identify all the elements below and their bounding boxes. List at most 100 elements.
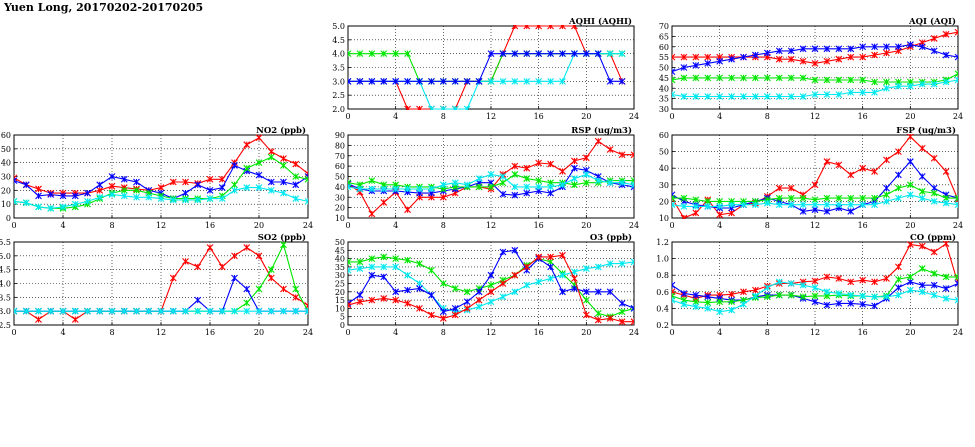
x-tick-label: 8 bbox=[109, 221, 114, 230]
x-tick-label: 16 bbox=[534, 112, 544, 121]
y-tick-label: 50 bbox=[335, 238, 345, 247]
data-point-green bbox=[595, 310, 601, 316]
x-tick-label: 20 bbox=[905, 328, 915, 337]
series-blue bbox=[345, 165, 637, 198]
x-tick-label: 4 bbox=[717, 112, 722, 121]
x-tick-label: 24 bbox=[953, 328, 963, 337]
series-red bbox=[669, 241, 961, 302]
y-tick-label: 40 bbox=[335, 255, 345, 264]
data-point-red bbox=[919, 145, 925, 151]
data-point-red bbox=[219, 264, 225, 270]
data-point-red bbox=[943, 169, 949, 175]
data-point-cyan bbox=[741, 301, 747, 307]
y-tick-label: 1.0 bbox=[656, 255, 669, 264]
chart-so2: SO2 (ppb)2.53.03.54.04.55.05.50 4 8 12 16 20 2… bbox=[0, 232, 325, 344]
data-point-green bbox=[256, 286, 262, 292]
chart-aqi: AQI (AQI)3035404550556065700 4 8 12 16 20 24 bbox=[630, 12, 975, 128]
x-tick-label: 16 bbox=[534, 221, 544, 230]
data-point-green bbox=[428, 267, 434, 273]
y-tick-label: 35 bbox=[659, 95, 669, 104]
y-tick-label: 65 bbox=[659, 32, 669, 41]
data-point-red bbox=[405, 207, 411, 213]
x-tick-label: 20 bbox=[581, 328, 591, 337]
x-tick-label: 4 bbox=[393, 221, 398, 230]
data-point-red bbox=[583, 312, 589, 318]
y-tick-label: 0.4 bbox=[656, 304, 669, 313]
page-title: Yuen Long, 20170202-20170205 bbox=[4, 1, 203, 14]
data-point-red bbox=[872, 169, 878, 175]
data-point-red bbox=[884, 157, 890, 163]
y-tick-label: 40 bbox=[335, 183, 345, 192]
series-line-blue bbox=[14, 278, 308, 311]
data-point-blue bbox=[895, 285, 901, 291]
y-tick-label: 35 bbox=[335, 263, 345, 272]
y-tick-label: 60 bbox=[1, 131, 11, 140]
data-point-blue bbox=[488, 272, 494, 278]
y-tick-label: 40 bbox=[659, 164, 669, 173]
data-point-red bbox=[488, 289, 494, 295]
series-blue bbox=[669, 42, 961, 75]
x-tick-label: 4 bbox=[60, 221, 65, 230]
x-tick-label: 8 bbox=[765, 221, 770, 230]
chart-title: RSP (ug/m3) bbox=[571, 125, 632, 136]
y-tick-label: 10 bbox=[659, 214, 669, 223]
x-tick-label: 12 bbox=[810, 328, 820, 337]
data-point-red bbox=[369, 211, 375, 217]
data-point-blue bbox=[97, 182, 103, 188]
series-cyan bbox=[11, 308, 311, 314]
y-tick-label: 4.0 bbox=[0, 280, 11, 289]
data-point-green bbox=[884, 192, 890, 198]
data-point-red bbox=[72, 316, 78, 322]
x-tick-label: 0 bbox=[669, 112, 674, 121]
x-tick-label: 12 bbox=[486, 112, 496, 121]
x-tick-label: 4 bbox=[393, 112, 398, 121]
x-tick-label: 12 bbox=[810, 221, 820, 230]
data-point-red bbox=[281, 286, 287, 292]
data-point-blue bbox=[931, 48, 937, 54]
chart-title: AQHI (AQHI) bbox=[568, 16, 632, 27]
series-green bbox=[669, 71, 961, 85]
y-tick-label: 5.5 bbox=[0, 238, 11, 247]
data-point-green bbox=[281, 162, 287, 168]
x-tick-label: 20 bbox=[905, 112, 915, 121]
data-point-blue bbox=[23, 182, 29, 188]
data-point-red bbox=[848, 172, 854, 178]
data-point-red bbox=[895, 264, 901, 270]
data-point-cyan bbox=[583, 171, 589, 177]
chart-title: AQI (AQI) bbox=[908, 16, 956, 27]
data-point-red bbox=[931, 35, 937, 41]
x-tick-label: 8 bbox=[109, 328, 114, 337]
data-point-cyan bbox=[488, 299, 494, 305]
x-tick-label: 0 bbox=[11, 328, 16, 337]
chart-fsp: FSP (ug/m3)1020304050600 4 8 12 16 20 24 bbox=[630, 128, 975, 238]
y-tick-label: 20 bbox=[335, 288, 345, 297]
y-tick-label: 40 bbox=[1, 159, 11, 168]
data-point-red bbox=[256, 253, 262, 259]
data-point-green bbox=[281, 242, 287, 248]
data-point-green bbox=[268, 154, 274, 160]
y-tick-label: 60 bbox=[659, 43, 669, 52]
x-tick-label: 16 bbox=[858, 112, 868, 121]
x-tick-label: 0 bbox=[669, 328, 674, 337]
data-point-blue bbox=[669, 69, 675, 75]
data-point-blue bbox=[183, 190, 189, 196]
x-tick-label: 12 bbox=[486, 221, 496, 230]
chart-title: O3 (ppb) bbox=[590, 232, 632, 243]
data-point-green bbox=[244, 300, 250, 306]
y-tick-label: 45 bbox=[335, 246, 345, 255]
x-tick-label: 20 bbox=[254, 221, 264, 230]
y-tick-label: 50 bbox=[335, 173, 345, 182]
y-tick-label: 4.0 bbox=[332, 50, 345, 59]
data-point-red bbox=[595, 138, 601, 144]
x-tick-label: 0 bbox=[345, 112, 350, 121]
y-tick-label: 15 bbox=[335, 296, 345, 305]
y-tick-label: 50 bbox=[1, 145, 11, 154]
data-point-green bbox=[619, 309, 625, 315]
y-tick-label: 2.5 bbox=[0, 321, 11, 330]
data-point-blue bbox=[476, 289, 482, 295]
data-point-red bbox=[931, 249, 937, 255]
data-point-red bbox=[571, 276, 577, 282]
x-tick-label: 16 bbox=[205, 328, 215, 337]
data-point-blue bbox=[244, 286, 250, 292]
y-tick-label: 70 bbox=[335, 152, 345, 161]
